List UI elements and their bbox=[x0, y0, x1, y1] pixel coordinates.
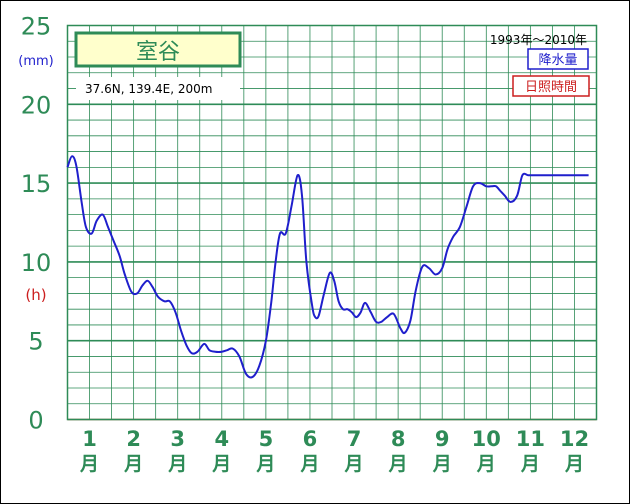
x-tick-suffix: 月 bbox=[167, 453, 187, 475]
x-tick-label: 2 bbox=[126, 427, 141, 451]
y-tick-label: 15 bbox=[21, 170, 52, 198]
station-box: 室谷 bbox=[74, 31, 242, 68]
plot-frame bbox=[66, 24, 598, 421]
legend-sunshine-box bbox=[512, 75, 590, 97]
x-tick-label: 1 bbox=[82, 427, 97, 451]
x-tick-suffix: 月 bbox=[388, 453, 408, 475]
y-tick-label: 5 bbox=[28, 328, 43, 356]
legend-precipitation: 降水量 bbox=[538, 53, 577, 68]
period-text: 1993年～2010年 bbox=[490, 33, 587, 47]
x-tick-suffix: 月 bbox=[211, 453, 231, 475]
legend-sunshine: 日照時間 bbox=[525, 80, 577, 95]
x-tick-suffix: 月 bbox=[520, 453, 540, 475]
location-text: 37.6N, 139.4E, 200m bbox=[85, 82, 212, 96]
y-tick-label: 20 bbox=[21, 91, 52, 119]
station-name: 室谷 bbox=[136, 40, 180, 65]
series-layer bbox=[66, 155, 589, 379]
y-tick-label: 25 bbox=[21, 13, 52, 41]
x-tick-label: 3 bbox=[170, 427, 185, 451]
y-tick-label: 0 bbox=[28, 407, 43, 435]
x-tick-suffix: 月 bbox=[564, 453, 584, 475]
x-tick-label: 9 bbox=[435, 427, 450, 451]
location-backdrop bbox=[76, 77, 240, 100]
station-box-frame bbox=[74, 31, 242, 68]
x-tick-suffix: 月 bbox=[344, 453, 364, 475]
x-tick-suffix: 月 bbox=[432, 453, 452, 475]
x-tick-label: 7 bbox=[347, 427, 362, 451]
x-tick-suffix: 月 bbox=[255, 453, 275, 475]
y-tick-label: 10 bbox=[21, 249, 52, 277]
x-tick-suffix: 月 bbox=[123, 453, 143, 475]
x-tick-label: 8 bbox=[391, 427, 406, 451]
x-tick-label: 6 bbox=[303, 427, 318, 451]
x-tick-label: 12 bbox=[560, 427, 589, 451]
x-tick-label: 5 bbox=[259, 427, 274, 451]
x-tick-label: 10 bbox=[472, 427, 501, 451]
legend-precipitation-box bbox=[527, 48, 589, 70]
x-tick-suffix: 月 bbox=[79, 453, 99, 475]
x-tick-suffix: 月 bbox=[299, 453, 319, 475]
y-unit-h: (h) bbox=[25, 286, 46, 304]
y-unit-mm: (mm) bbox=[18, 54, 53, 69]
x-tick-label: 4 bbox=[214, 427, 229, 451]
series-line-precipitation bbox=[66, 155, 589, 379]
x-tick-label: 11 bbox=[516, 427, 545, 451]
x-tick-suffix: 月 bbox=[476, 453, 496, 475]
y-axis-ticks: 0 5 10 15 20 25 bbox=[21, 13, 52, 435]
